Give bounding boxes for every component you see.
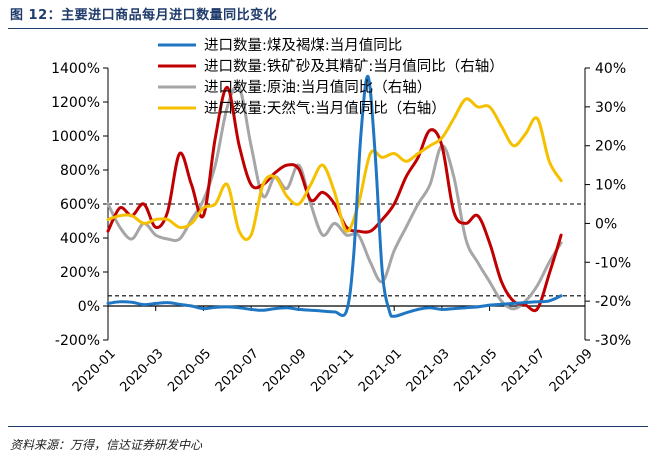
legend-label: 进口数量:天然气:当月值同比（右轴） [204, 100, 446, 117]
iron-ore-series-line [106, 85, 563, 313]
left-tick-label: 400% [60, 231, 100, 247]
right-tick-label: 0% [595, 216, 617, 232]
x-tick-label: 2021-05 [451, 346, 500, 395]
title-divider [8, 28, 648, 29]
natural-gas-series-line [106, 97, 563, 241]
left-tick-label: -200% [55, 333, 100, 349]
footer-divider [8, 426, 648, 427]
x-tick-label: 2021-09 [547, 346, 596, 395]
left-tick-label: 200% [60, 265, 100, 281]
x-tick-label: 2020-07 [213, 346, 262, 395]
x-tick-label: 2021-03 [404, 346, 453, 395]
left-tick-label: 800% [60, 163, 100, 179]
right-tick-label: 40% [595, 61, 626, 77]
x-tick-label: 2021-01 [356, 346, 405, 395]
x-tick-label: 2020-03 [118, 346, 167, 395]
x-tick-label: 2020-11 [308, 346, 357, 395]
right-tick-label: 10% [595, 178, 626, 194]
right-tick-label: -20% [595, 294, 631, 310]
left-tick-label: 1200% [51, 95, 100, 111]
coal-series-line [106, 74, 563, 318]
right-tick-label: 30% [595, 100, 626, 116]
x-tick-label: 2020-01 [70, 346, 119, 395]
right-tick-label: 20% [595, 139, 626, 155]
x-tick-label: 2020-05 [165, 346, 214, 395]
legend-label: 进口数量:原油:当月值同比（右轴） [204, 79, 431, 96]
x-tick-label: 2020-09 [261, 346, 310, 395]
left-tick-label: 1000% [51, 129, 100, 145]
right-tick-label: -30% [595, 333, 631, 349]
crude-oil-series-line [106, 84, 563, 311]
right-tick-label: -10% [595, 255, 631, 271]
source-note: 资料来源：万得，信达证券研发中心 [10, 438, 203, 452]
left-tick-label: 0% [78, 299, 100, 315]
x-tick-label: 2021-07 [499, 346, 548, 395]
left-tick-label: 1400% [51, 61, 100, 77]
figure-title: 图 12：主要进口商品每月进口数量同比变化 [10, 8, 278, 23]
left-tick-label: 600% [60, 197, 100, 213]
legend-label: 进口数量:铁矿砂及其精矿:当月值同比（右轴） [204, 58, 504, 75]
legend-label: 进口数量:煤及褐煤:当月值同比 [204, 37, 402, 54]
